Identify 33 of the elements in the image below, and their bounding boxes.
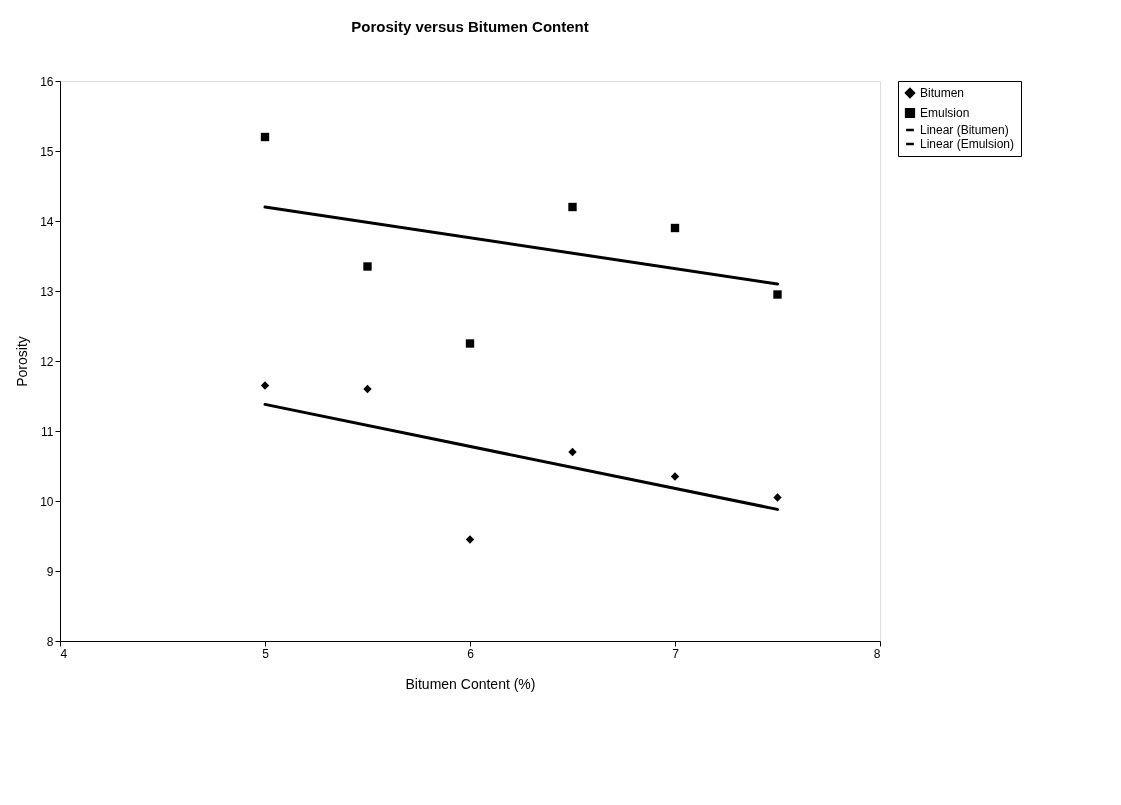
y-tick-label: 9 — [46, 564, 54, 579]
y-tick-label: 10 — [40, 494, 54, 509]
point — [465, 535, 475, 544]
point — [773, 290, 782, 299]
x-tick-label: 8 — [873, 646, 881, 661]
legend-label: Bitumen — [920, 86, 965, 100]
point — [363, 384, 372, 394]
y-tick-label: 16 — [40, 74, 54, 89]
point — [465, 339, 475, 348]
x-axis-title: Bitumen Content (%) — [405, 675, 536, 692]
y-tick-label: 15 — [40, 144, 54, 159]
y-tick-label: 11 — [41, 424, 54, 439]
legend-label: Emulsion — [920, 106, 970, 120]
y-tick-label: 12 — [40, 354, 54, 369]
point — [260, 132, 270, 142]
y-tick-label: 13 — [40, 284, 54, 299]
y-axis-title: Porosity — [14, 336, 31, 387]
point — [670, 472, 680, 481]
point — [670, 223, 680, 233]
point — [363, 262, 372, 271]
point — [773, 493, 782, 502]
point — [568, 447, 577, 457]
y-tick-label: 8 — [46, 634, 54, 649]
x-tick-label: 5 — [262, 646, 270, 661]
x-tick-label: 4 — [60, 646, 68, 661]
legend-label: Linear (Bitumen) — [920, 123, 1009, 137]
y-tick-label: 14 — [40, 214, 54, 229]
point — [260, 381, 270, 390]
x-tick-label: 6 — [467, 646, 475, 661]
chart-title: Porosity versus Bitumen Content — [351, 18, 589, 35]
point — [568, 202, 577, 212]
legend-label: Linear (Emulsion) — [920, 137, 1015, 151]
x-tick-label: 7 — [672, 646, 680, 661]
